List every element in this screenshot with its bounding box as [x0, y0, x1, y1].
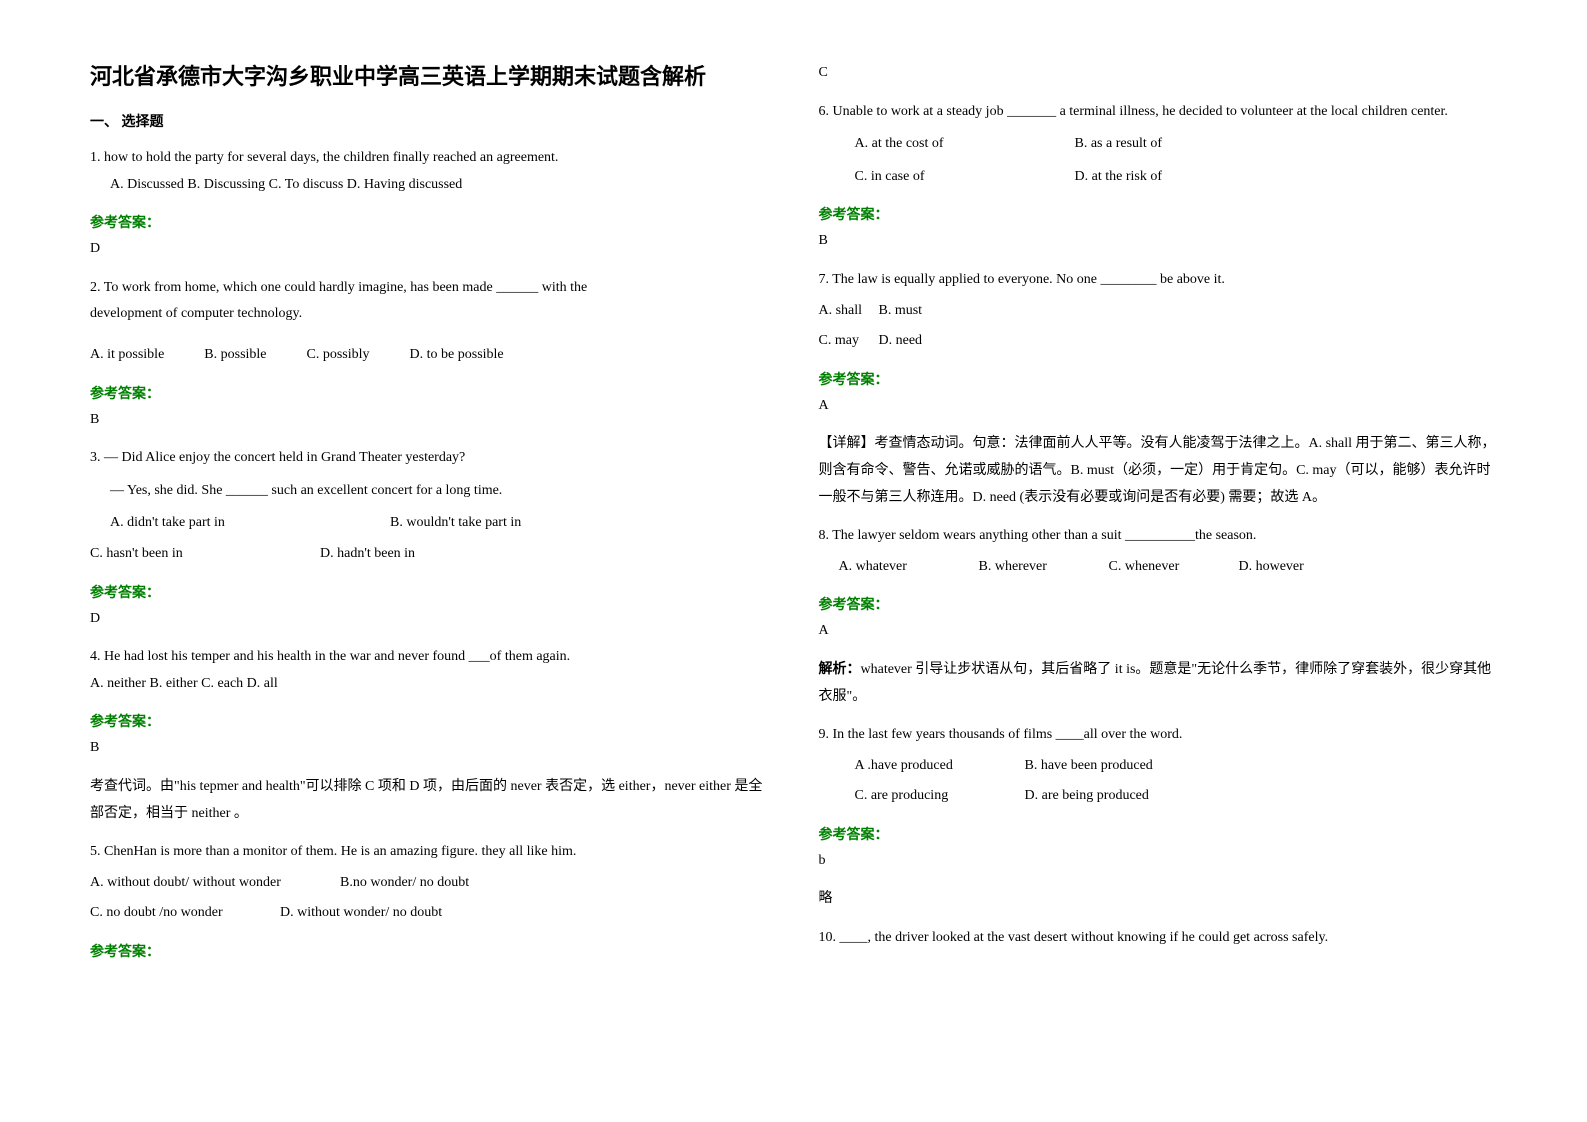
q5-optD: D. without wonder/ no doubt: [280, 900, 442, 927]
question-4: 4. He had lost his temper and his health…: [90, 644, 769, 697]
q9-answer: b: [819, 848, 1498, 875]
q6-stem: 6. Unable to work at a steady job ______…: [819, 99, 1498, 126]
answer-label: 参考答案：: [819, 594, 1498, 614]
q9-optC: C. are producing: [855, 783, 1025, 810]
q9-options-row1: A .have produced B. have been produced: [819, 753, 1498, 780]
q7-explain: 【详解】考查情态动词。句意：法律面前人人平等。没有人能凌驾于法律之上。A. sh…: [819, 431, 1498, 511]
answer-label: 参考答案：: [819, 824, 1498, 844]
q5-optB: B.no wonder/ no doubt: [340, 870, 469, 897]
q9-stem: 9. In the last few years thousands of fi…: [819, 722, 1498, 749]
q8-stem: 8. The lawyer seldom wears anything othe…: [819, 523, 1498, 550]
q3-answer: D: [90, 606, 769, 633]
answer-label: 参考答案：: [90, 383, 769, 403]
answer-label: 参考答案：: [90, 582, 769, 602]
question-2: 2. To work from home, which one could ha…: [90, 275, 769, 369]
answer-label: 参考答案：: [819, 369, 1498, 389]
q7-optC: C. may: [819, 328, 879, 355]
q10-stem: 10. ____, the driver looked at the vast …: [819, 925, 1498, 952]
q6-optC: C. in case of: [855, 164, 1075, 191]
q3-optC: C. hasn't been in: [90, 541, 320, 568]
q8-optA: A. whatever: [839, 554, 979, 581]
q3-optA: A. didn't take part in: [110, 510, 390, 537]
answer-label: 参考答案：: [90, 941, 769, 961]
left-column: 河北省承德市大字沟乡职业中学高三英语上学期期末试题含解析 一、 选择题 1. h…: [90, 60, 769, 1062]
q9-optB: B. have been produced: [1025, 753, 1153, 780]
question-7: 7. The law is equally applied to everyon…: [819, 267, 1498, 355]
q9-explain: 略: [819, 886, 1498, 913]
q8-answer: A: [819, 618, 1498, 645]
q8-optD: D. however: [1239, 554, 1304, 581]
q7-answer: A: [819, 393, 1498, 420]
q8-explain-text: whatever 引导让步状语从句，其后省略了 it is。题意是"无论什么季节…: [819, 662, 1492, 704]
section-heading: 一、 选择题: [90, 111, 769, 131]
q6-optA: A. at the cost of: [855, 131, 1075, 158]
q5-optA: A. without doubt/ without wonder: [90, 870, 340, 897]
q7-options-row1: A. shall B. must: [819, 298, 1498, 325]
q1-answer: D: [90, 236, 769, 263]
q8-optC: C. whenever: [1109, 554, 1239, 581]
question-1: 1. how to hold the party for several day…: [90, 145, 769, 198]
q4-options: A. neither B. either C. each D. all: [90, 671, 769, 698]
q5-options-row2: C. no doubt /no wonder D. without wonder…: [90, 900, 769, 927]
q3-optD: D. hadn't been in: [320, 541, 415, 568]
q6-optD: D. at the risk of: [1075, 164, 1162, 191]
q7-optD: D. need: [879, 328, 923, 355]
q8-optB: B. wherever: [979, 554, 1109, 581]
q8-explain-label: 解析：: [819, 662, 861, 677]
q2-optA: A. it possible: [90, 342, 164, 369]
q5-answer: C: [819, 60, 1498, 87]
question-5: 5. ChenHan is more than a monitor of the…: [90, 839, 769, 927]
q3-options-row2: C. hasn't been in D. hadn't been in: [90, 541, 769, 568]
q2-optC: C. possibly: [307, 342, 370, 369]
answer-label: 参考答案：: [90, 711, 769, 731]
q2-stem1: 2. To work from home, which one could ha…: [90, 275, 769, 302]
question-10: 10. ____, the driver looked at the vast …: [819, 925, 1498, 952]
q6-options-row2: C. in case of D. at the risk of: [819, 164, 1498, 191]
right-column: C 6. Unable to work at a steady job ____…: [819, 60, 1498, 1062]
q3-stem1: 3. — Did Alice enjoy the concert held in…: [90, 445, 769, 472]
q4-stem: 4. He had lost his temper and his health…: [90, 644, 769, 671]
q4-answer: B: [90, 735, 769, 762]
answer-label: 参考答案：: [819, 204, 1498, 224]
document-title: 河北省承德市大字沟乡职业中学高三英语上学期期末试题含解析: [90, 60, 769, 93]
question-8: 8. The lawyer seldom wears anything othe…: [819, 523, 1498, 580]
question-3: 3. — Did Alice enjoy the concert held in…: [90, 445, 769, 567]
q7-optB: B. must: [879, 298, 923, 325]
q3-options-row1: A. didn't take part in B. wouldn't take …: [90, 510, 769, 537]
q4-explain: 考查代词。由"his tepmer and health"可以排除 C 项和 D…: [90, 774, 769, 827]
q1-stem: 1. how to hold the party for several day…: [90, 145, 769, 172]
q8-explain: 解析：whatever 引导让步状语从句，其后省略了 it is。题意是"无论什…: [819, 657, 1498, 710]
q2-options: A. it possible B. possible C. possibly D…: [90, 342, 769, 369]
q9-optD: D. are being produced: [1025, 783, 1149, 810]
q3-optB: B. wouldn't take part in: [390, 510, 521, 537]
question-9: 9. In the last few years thousands of fi…: [819, 722, 1498, 810]
q7-stem: 7. The law is equally applied to everyon…: [819, 267, 1498, 294]
q6-options-row1: A. at the cost of B. as a result of: [819, 131, 1498, 158]
q5-optC: C. no doubt /no wonder: [90, 900, 280, 927]
q8-options: A. whatever B. wherever C. whenever D. h…: [819, 554, 1498, 581]
q2-optB: B. possible: [204, 342, 266, 369]
answer-label: 参考答案：: [90, 212, 769, 232]
q2-answer: B: [90, 407, 769, 434]
q9-optA: A .have produced: [855, 753, 1025, 780]
q6-answer: B: [819, 228, 1498, 255]
question-6: 6. Unable to work at a steady job ______…: [819, 99, 1498, 191]
q7-options-row2: C. may D. need: [819, 328, 1498, 355]
q1-options: A. Discussed B. Discussing C. To discuss…: [90, 172, 769, 199]
q6-optB: B. as a result of: [1075, 131, 1162, 158]
q3-stem2: — Yes, she did. She ______ such an excel…: [90, 478, 769, 505]
q7-optA: A. shall: [819, 298, 879, 325]
q5-options-row1: A. without doubt/ without wonder B.no wo…: [90, 870, 769, 897]
q5-stem: 5. ChenHan is more than a monitor of the…: [90, 839, 769, 866]
q2-stem2: development of computer technology.: [90, 301, 769, 328]
q2-optD: D. to be possible: [410, 342, 504, 369]
q9-options-row2: C. are producing D. are being produced: [819, 783, 1498, 810]
